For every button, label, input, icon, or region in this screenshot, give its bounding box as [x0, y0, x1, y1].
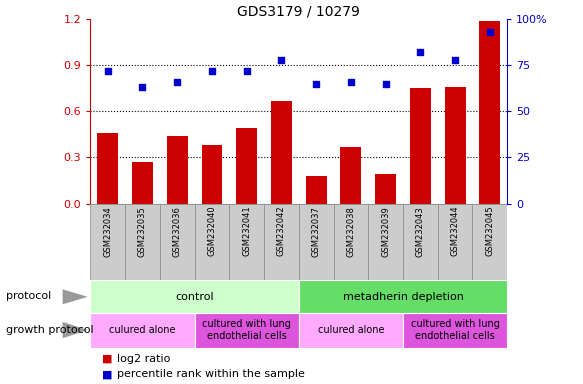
- Bar: [229, 204, 264, 280]
- Polygon shape: [62, 290, 88, 304]
- Bar: [368, 204, 403, 280]
- Bar: [125, 204, 160, 280]
- Bar: [299, 204, 333, 280]
- Point: [381, 81, 390, 87]
- Bar: [403, 204, 438, 280]
- Text: log2 ratio: log2 ratio: [117, 354, 170, 364]
- Bar: [132, 162, 153, 204]
- Text: culured alone: culured alone: [109, 325, 175, 335]
- Point: [242, 68, 251, 74]
- Bar: [90, 313, 195, 348]
- Bar: [264, 204, 298, 280]
- Point: [416, 49, 425, 55]
- Text: GSM232045: GSM232045: [485, 206, 494, 257]
- Text: GSM232043: GSM232043: [416, 206, 425, 257]
- Text: culured alone: culured alone: [318, 325, 384, 335]
- Point: [138, 84, 147, 91]
- Bar: [472, 204, 507, 280]
- Text: GSM232042: GSM232042: [277, 206, 286, 257]
- Text: GSM232034: GSM232034: [103, 206, 113, 257]
- Text: metadherin depletion: metadherin depletion: [343, 291, 463, 302]
- Text: ■: ■: [102, 354, 113, 364]
- Bar: [445, 87, 465, 204]
- Point: [173, 79, 182, 85]
- Bar: [195, 313, 298, 348]
- Bar: [90, 280, 299, 313]
- Bar: [305, 176, 326, 204]
- Point: [485, 29, 494, 35]
- Bar: [202, 145, 222, 204]
- Text: GSM232041: GSM232041: [242, 206, 251, 257]
- Text: GSM232039: GSM232039: [381, 206, 390, 257]
- Text: percentile rank within the sample: percentile rank within the sample: [117, 369, 304, 379]
- Text: GSM232035: GSM232035: [138, 206, 147, 257]
- Text: GSM232040: GSM232040: [208, 206, 216, 257]
- Text: GSM232044: GSM232044: [451, 206, 459, 257]
- Polygon shape: [62, 322, 88, 338]
- Bar: [90, 204, 125, 280]
- Text: GSM232037: GSM232037: [312, 206, 321, 257]
- Text: cultured with lung
endothelial cells: cultured with lung endothelial cells: [202, 319, 291, 341]
- Text: cultured with lung
endothelial cells: cultured with lung endothelial cells: [410, 319, 500, 341]
- Point: [311, 81, 321, 87]
- Text: growth protocol: growth protocol: [6, 325, 93, 335]
- Bar: [236, 128, 257, 204]
- Bar: [410, 88, 431, 204]
- Point: [451, 57, 460, 63]
- Bar: [333, 204, 368, 280]
- Point: [346, 79, 356, 85]
- Point: [208, 68, 217, 74]
- Point: [103, 68, 113, 74]
- Bar: [271, 101, 292, 204]
- Title: GDS3179 / 10279: GDS3179 / 10279: [237, 4, 360, 18]
- Bar: [167, 136, 188, 204]
- Bar: [97, 133, 118, 204]
- Bar: [299, 280, 507, 313]
- Text: control: control: [175, 291, 214, 302]
- Bar: [160, 204, 195, 280]
- Bar: [438, 204, 472, 280]
- Bar: [340, 147, 361, 204]
- Text: ■: ■: [102, 369, 113, 379]
- Bar: [403, 313, 507, 348]
- Text: protocol: protocol: [6, 291, 51, 301]
- Point: [277, 57, 286, 63]
- Text: GSM232036: GSM232036: [173, 206, 182, 257]
- Bar: [375, 174, 396, 204]
- Bar: [479, 21, 500, 204]
- Bar: [299, 313, 403, 348]
- Bar: [195, 204, 229, 280]
- Text: GSM232038: GSM232038: [346, 206, 356, 257]
